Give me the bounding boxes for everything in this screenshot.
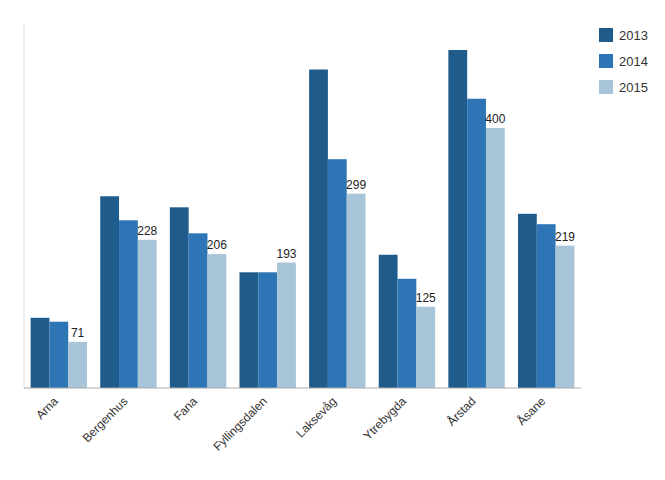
data-label: 400 [485,112,505,126]
legend: 2013 2014 2015 [599,28,648,95]
data-label: 299 [346,178,366,192]
legend-swatch [599,28,613,42]
data-label: 228 [137,224,157,238]
bar [239,272,258,388]
x-tick-labels: Arna Bergenhus Fana Fyllingsdalen Laksevåg Yt… [33,393,548,453]
bar [448,50,467,388]
bar [518,214,537,388]
bar [138,240,157,388]
x-tick-label: Fyllingsdalen [210,394,269,453]
chart: 71 228 206 193 299 125 400 219 Arna Bergenhus Fana… [0,0,665,480]
bar [309,70,328,389]
bar [68,342,87,388]
bar [277,263,296,388]
bar [486,128,505,388]
bar [347,194,366,388]
data-label: 71 [71,326,85,340]
x-tick-label: Laksevåg [293,394,339,440]
series-bars [68,128,574,388]
x-tick-label: Fana [171,394,200,423]
x-axis-line [24,388,581,389]
legend-swatch [599,54,613,68]
bar [189,233,208,388]
data-label: 219 [555,230,575,244]
bar [398,279,417,388]
bar [31,318,50,388]
bar [379,255,398,388]
bar [100,196,119,388]
x-tick-label: Bergenhus [80,394,131,445]
legend-swatch [599,80,613,94]
bar [416,307,435,388]
data-labels: 71 228 206 193 299 125 400 219 [71,112,575,340]
bar [556,246,575,388]
bar [537,224,556,388]
bar [170,207,189,388]
bar [49,322,68,388]
bar [207,254,226,388]
bar [467,99,486,388]
legend-label: 2014 [619,54,648,69]
series-bars [49,99,555,388]
data-label: 125 [416,291,436,305]
series-bars [31,50,537,388]
data-label: 206 [207,238,227,252]
y-axis-line [24,24,25,388]
legend-label: 2015 [619,80,648,95]
bar [258,272,277,388]
x-tick-label: Åsane [514,393,549,428]
x-tick-label: Arna [33,394,61,422]
bars [31,50,575,388]
x-tick-label: Ytrebygda [360,394,409,443]
legend-label: 2013 [619,28,648,43]
chart-container: 71 228 206 193 299 125 400 219 Arna Bergenhus Fana… [0,0,665,480]
bar [119,220,138,388]
x-tick-label: Årstad [444,394,479,429]
data-label: 193 [276,247,296,261]
bar [328,159,347,388]
